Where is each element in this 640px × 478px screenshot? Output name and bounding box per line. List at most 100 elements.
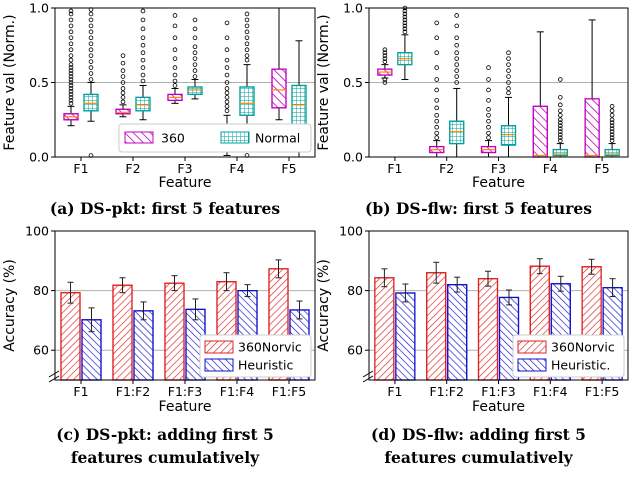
outlier-point bbox=[609, 138, 615, 143]
legend-swatch-heuristic bbox=[517, 358, 547, 372]
outlier-point bbox=[506, 90, 511, 96]
plot-frame bbox=[54, 7, 316, 158]
outlier-point bbox=[382, 59, 388, 64]
outlier-point bbox=[140, 50, 146, 55]
x-tick-label: F1:F3 bbox=[168, 384, 203, 399]
bar-360norvic-f1 bbox=[374, 268, 395, 381]
y-axis-label: Accuracy (%) bbox=[2, 259, 18, 352]
bar-360norvic-f1 bbox=[60, 281, 81, 381]
x-tick-label: F3 bbox=[177, 161, 192, 176]
x-tick-label: F1:F3 bbox=[481, 384, 516, 399]
outlier-point bbox=[486, 135, 491, 140]
outlier-point bbox=[88, 35, 94, 41]
bar-hatch bbox=[112, 284, 133, 381]
outlier-point bbox=[434, 50, 440, 55]
outlier-point bbox=[140, 35, 146, 41]
bar-hatch bbox=[395, 292, 416, 381]
outlier-point bbox=[68, 83, 74, 88]
y-tick-label: 60 bbox=[33, 343, 49, 358]
outlier-point bbox=[68, 71, 74, 76]
bar-heuristic-f1-f2 bbox=[447, 276, 468, 381]
outlier-point bbox=[557, 117, 563, 123]
outlier-point bbox=[88, 71, 94, 76]
legend-label: 360Norvic bbox=[551, 340, 615, 355]
outlier-point bbox=[486, 98, 491, 103]
outlier-point bbox=[609, 129, 615, 134]
box-360-f5 bbox=[584, 19, 600, 158]
box-hatch bbox=[115, 108, 131, 115]
outlier-point bbox=[88, 53, 94, 58]
x-tick-label: F1:F5 bbox=[585, 384, 620, 399]
outlier-point bbox=[557, 120, 563, 126]
outlier-point bbox=[609, 108, 615, 114]
outlier-point bbox=[454, 42, 460, 48]
y-tick-label: 0.0 bbox=[29, 150, 49, 165]
outlier-point bbox=[557, 112, 563, 118]
box-hatch bbox=[604, 148, 620, 157]
outlier-point bbox=[454, 56, 460, 61]
box-360-f2 bbox=[429, 20, 445, 158]
outlier-point bbox=[68, 35, 74, 41]
outlier-point bbox=[557, 126, 563, 131]
outlier-point bbox=[68, 77, 74, 82]
box-hatch bbox=[135, 96, 151, 112]
outlier-point bbox=[244, 35, 250, 41]
box-hatch bbox=[291, 84, 307, 130]
plot-frame bbox=[368, 230, 629, 381]
outlier-point bbox=[486, 107, 491, 112]
outlier-point bbox=[434, 65, 440, 70]
outlier-point bbox=[434, 87, 440, 93]
x-tick-label: F1 bbox=[73, 384, 88, 399]
outlier-point bbox=[172, 35, 178, 41]
box-normal-f5 bbox=[604, 104, 620, 158]
y-axis-label: Feature val (Norm.) bbox=[2, 14, 18, 150]
outlier-point bbox=[88, 11, 94, 17]
legend: 360Norvic Heuristic. bbox=[512, 334, 625, 378]
box-hatch bbox=[449, 120, 465, 145]
outlier-point bbox=[609, 120, 615, 126]
x-tick-label: F5 bbox=[281, 161, 296, 176]
outlier-point bbox=[434, 98, 440, 103]
outlier-point bbox=[224, 72, 230, 78]
x-axis-label: Feature bbox=[472, 175, 525, 191]
y-tick-label: 100 bbox=[25, 224, 49, 239]
outlier-point bbox=[244, 29, 250, 35]
box-hatch bbox=[239, 86, 255, 116]
bar-hatch bbox=[426, 272, 447, 381]
outlier-point bbox=[68, 98, 74, 103]
outlier-point bbox=[172, 83, 178, 88]
outlier-point bbox=[224, 90, 230, 96]
outlier-point bbox=[506, 80, 511, 85]
x-axis-label: Feature bbox=[159, 175, 212, 191]
box-360-f3 bbox=[167, 13, 183, 104]
legend: 360 Normal bbox=[118, 123, 312, 153]
outlier-point bbox=[609, 123, 615, 129]
bar-heuristic-f1 bbox=[395, 283, 416, 381]
outlier-point bbox=[382, 56, 388, 61]
box-normal-f3 bbox=[187, 17, 203, 100]
outlier-point bbox=[140, 26, 146, 32]
outlier-point bbox=[609, 104, 615, 109]
legend-label: Heuristic bbox=[238, 358, 294, 373]
outlier-point bbox=[68, 8, 74, 14]
outlier-point bbox=[486, 87, 491, 93]
outlier-point bbox=[402, 23, 408, 29]
outlier-point bbox=[192, 50, 198, 55]
outlier-point bbox=[486, 124, 491, 130]
outlier-point bbox=[88, 23, 94, 29]
x-tick-label: F1 bbox=[387, 384, 402, 399]
plot-frame bbox=[368, 7, 629, 158]
outlier-point bbox=[486, 112, 491, 118]
outlier-point bbox=[557, 138, 563, 143]
bar-heuristic-f1 bbox=[81, 307, 102, 381]
outlier-point bbox=[120, 68, 126, 73]
outlier-point bbox=[68, 47, 74, 53]
x-tick-label: F1:F5 bbox=[272, 384, 307, 399]
x-tick-label: F1:F2 bbox=[116, 384, 151, 399]
outlier-point bbox=[68, 41, 74, 47]
caption: (b) DS-flw: first 5 features bbox=[365, 199, 592, 218]
outlier-point bbox=[192, 17, 198, 23]
plot-frame bbox=[54, 230, 316, 381]
outlier-point bbox=[244, 23, 250, 29]
outlier-point bbox=[68, 80, 74, 85]
